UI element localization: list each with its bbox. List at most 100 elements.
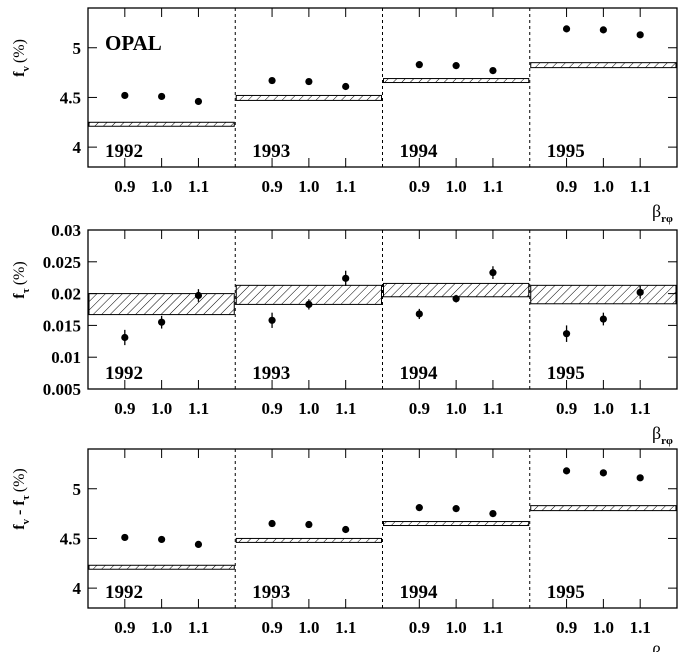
data-point (158, 535, 166, 544)
chart-panel-1: 4 4.5 5 fv (%) 0.9 1.0 1.1 1992 0.9 1.0 1.1 1993 0.9 1… (11, 7, 678, 225)
x-tick-label: 0.9 (556, 618, 577, 637)
x-label-main: β (652, 201, 661, 221)
chart-panel-2: 0.005 0.01 0.015 0.02 0.025 0.03 fτ (%) 0.9 1.0 1.… (11, 221, 678, 447)
data-point (489, 67, 497, 75)
expectation-band (88, 564, 235, 570)
x-tick-label: 1.0 (593, 177, 614, 196)
data-point (305, 77, 313, 86)
data-point (636, 31, 644, 39)
y-tick-label: 4 (73, 138, 82, 157)
x-tick-label: 1.1 (630, 618, 651, 637)
x-tick-label: 0.9 (261, 618, 282, 637)
x-tick-label: 1.0 (446, 177, 467, 196)
data-point (452, 295, 460, 303)
y-label-unit: (%) (11, 261, 28, 285)
x-tick-label: 1.1 (188, 177, 209, 196)
y-tick-label: 0.015 (43, 316, 81, 335)
expectation-band (383, 78, 530, 84)
x-tick-label: 1.1 (630, 399, 651, 418)
x-tick-label: 1.0 (446, 618, 467, 637)
expectation-band (383, 282, 530, 298)
x-axis-label: βrφ (652, 642, 673, 652)
y-label-sub: τ (20, 288, 32, 293)
data-point (599, 469, 607, 477)
y-tick-label: 4.5 (60, 88, 81, 107)
y-tick-label: 0.03 (51, 221, 81, 240)
data-point (158, 92, 166, 101)
x-tick-label: 0.9 (409, 399, 430, 418)
data-point (562, 330, 571, 338)
y-tick-label: 5 (73, 480, 82, 499)
x-tick-label: 1.1 (188, 618, 209, 637)
x-tick-label: 1.0 (298, 399, 319, 418)
data-point (268, 316, 276, 324)
y-axis-label: fv - fτ (%) (11, 468, 32, 530)
year-label: 1994 (400, 582, 439, 603)
x-tick-label: 0.9 (409, 177, 430, 196)
x-tick-label: 1.0 (151, 399, 172, 418)
x-axis-label: βrφ (652, 423, 673, 447)
y-tick-label: 5 (73, 39, 82, 58)
x-tick-label: 1.0 (446, 399, 467, 418)
y-tick-label: 4 (73, 579, 82, 598)
year-label: 1994 (400, 141, 439, 162)
y-label-mid: - f (11, 500, 28, 519)
x-tick-label: 1.1 (482, 618, 503, 637)
expectation-band (530, 284, 677, 305)
x-tick-label: 1.1 (335, 618, 356, 637)
data-point (268, 519, 276, 528)
data-point (342, 82, 350, 91)
y-label-sub2: τ (20, 495, 32, 500)
y-tick-label: 4.5 (60, 529, 81, 548)
data-point (121, 533, 129, 542)
x-label-sub: rφ (661, 213, 673, 225)
y-label-sub: v (20, 66, 32, 72)
data-point (194, 291, 203, 300)
y-tick-label: 0.005 (43, 380, 81, 399)
x-label-sub: rφ (661, 435, 673, 447)
x-axis-label: βrφ (652, 201, 673, 225)
x-tick-label: 1.0 (593, 618, 614, 637)
data-point (305, 300, 313, 309)
year-label: 1993 (252, 363, 290, 384)
data-point (194, 540, 203, 549)
data-point (452, 62, 460, 70)
year-label: 1993 (252, 582, 290, 603)
data-point (158, 318, 166, 326)
data-point (562, 467, 571, 475)
y-axis-label: fτ (%) (11, 261, 32, 298)
expectation-band (235, 94, 382, 101)
data-point (342, 525, 350, 534)
y-tick-label: 0.01 (51, 348, 81, 367)
expectation-band (383, 521, 530, 527)
y-tick-label: 0.025 (43, 253, 81, 272)
y-label-main: f (11, 293, 28, 299)
chart-panel-3: 4 4.5 5 fv - fτ (%) 0.9 1.0 1.1 1992 0.9 1.0 1.1 199… (11, 448, 678, 657)
data-point (489, 509, 497, 518)
data-point (489, 269, 497, 277)
year-label: 1995 (547, 582, 585, 603)
year-label: 1995 (547, 363, 585, 384)
x-tick-label: 1.1 (630, 177, 651, 196)
data-point (268, 76, 276, 85)
year-label: 1995 (547, 141, 585, 162)
data-point (636, 288, 644, 296)
y-label-unit: (%) (11, 39, 28, 63)
opal-annotation: OPAL (105, 31, 162, 55)
data-point (121, 91, 129, 100)
data-point (562, 25, 571, 33)
x-tick-label: 1.0 (151, 618, 172, 637)
expectation-band (88, 293, 235, 316)
year-label: 1994 (400, 363, 439, 384)
data-point (415, 61, 423, 69)
x-tick-label: 0.9 (114, 177, 135, 196)
data-point (599, 26, 607, 34)
expectation-band (235, 537, 382, 543)
x-label-main: β (652, 642, 661, 652)
y-label-unit: (%) (11, 468, 28, 492)
x-tick-label: 1.0 (298, 177, 319, 196)
y-axis-label: fv (%) (11, 39, 32, 77)
x-label-main: β (652, 423, 661, 443)
x-tick-label: 0.9 (556, 177, 577, 196)
